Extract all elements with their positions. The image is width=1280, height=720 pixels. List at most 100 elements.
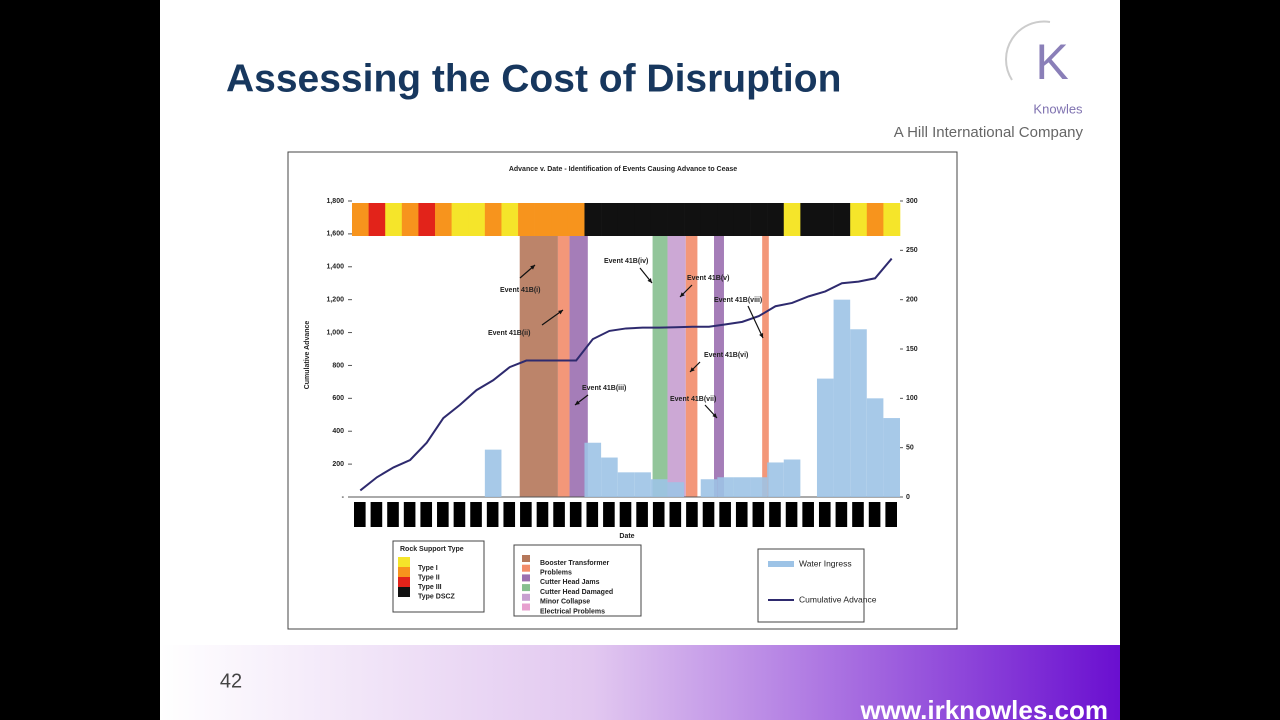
rock-support-segment [717,203,735,236]
y2-tick-label: 150 [906,346,918,353]
event-label: Event 41B(iv) [604,258,648,265]
company: A Hill International Company [894,124,1084,141]
water-bar [601,457,618,497]
event-label: Event 41B(vi) [704,352,748,359]
x-tick-box [619,502,632,527]
y2-tick-label: 300 [906,198,918,205]
rock-support-segment [750,203,768,236]
rock-support-segment [800,203,818,236]
legend-swatch [768,561,794,567]
legend-swatch [522,574,530,582]
x-tick-box [520,502,532,527]
event-arrowhead [647,278,652,283]
water-bar [733,477,751,497]
x-tick-box [652,502,665,527]
legend-label: Booster Transformer [540,560,610,567]
legend-title: Rock Support Type [400,546,464,553]
legend-swatch [398,587,410,597]
x-tick-box [686,502,698,527]
legend-label: Cutter Head Jams [540,579,600,586]
rock-support-segment [551,203,569,236]
water-bar [833,299,851,497]
water-bar [584,442,602,497]
x-tick-box [603,502,615,527]
event-label: Event 41B(ii) [488,330,530,337]
x-tick-box [354,502,366,527]
rock-support-segment [401,203,419,236]
rock-support-segment [684,203,702,236]
legend-label: Type II [418,574,440,581]
event-label: Event 41B(vii) [670,396,716,403]
event-arrowhead [759,333,764,338]
x-tick-box [752,502,765,527]
x-tick-box [370,502,383,527]
x-axis-label: Date [619,533,634,540]
event-span [557,236,570,497]
x-tick-box [785,502,798,527]
water-bar [617,472,635,497]
legend-box [513,544,642,617]
water-bar [717,477,734,497]
rock-support-segment [733,203,751,236]
y-tick-label: 600 [332,395,344,402]
water-bar [667,482,685,497]
event-span [519,236,558,497]
rock-support-segment [368,203,386,236]
rock-support-segment [783,203,801,236]
event-arrowhead [530,265,535,270]
x-tick-box [486,502,499,527]
page-number: 42 [220,670,242,692]
y-tick-label: 1,600 [326,231,344,238]
water-bar [634,472,651,497]
legend-swatch [398,567,410,577]
rock-support-segment [518,203,535,236]
x-tick-box [503,502,516,527]
slide-title: Assessing the Cost of Disruption [226,57,841,100]
y-tick-label: 1,200 [326,297,344,304]
x-tick-box [437,502,449,527]
rock-support-segment [667,203,685,236]
advance-line [359,257,893,492]
legend-swatch [398,557,410,567]
y-tick-label: 800 [332,362,344,369]
y-tick-label: 1,800 [326,198,344,205]
rock-support-segment [584,203,602,236]
y-tick-label: - [342,494,345,501]
x-tick-box [835,502,848,527]
y2-tick-label: 250 [906,247,918,254]
water-bar [750,477,768,497]
x-tick-box [553,502,565,527]
x-tick-box [868,502,881,527]
event-arrowhead [690,367,695,372]
legend-label: Type III [418,584,442,591]
rock-support-segment [601,203,618,236]
x-tick-box [802,502,814,527]
y2-tick-label: 200 [906,297,918,304]
rock-support-segment [567,203,585,236]
event-span [714,236,724,497]
event-arrowhead [558,310,563,315]
water-bar [866,398,884,497]
water-bar [816,378,834,497]
url: www.irknowles.com [859,695,1108,720]
legend-swatch [522,593,530,601]
legend-label: Water Ingress [799,558,852,568]
logo-name: Knowles [1033,101,1083,116]
legend-swatch [522,564,530,572]
event-label: Event 41B(viii) [714,297,762,304]
event-label: Event 41B(i) [500,287,540,294]
rock-support-segment [418,203,436,236]
event-span [569,236,588,497]
x-tick-box [702,502,715,527]
rock-support-segment [385,203,403,236]
x-tick-box [586,502,599,527]
y2-tick-label: 0 [906,494,910,501]
x-tick-box [569,502,582,527]
rock-support-segment [883,203,901,236]
legend-swatch [522,555,530,562]
water-bar [850,329,867,497]
legend-swatch [522,584,530,592]
legend-label: Problems [540,570,572,577]
x-tick-box [470,502,482,527]
